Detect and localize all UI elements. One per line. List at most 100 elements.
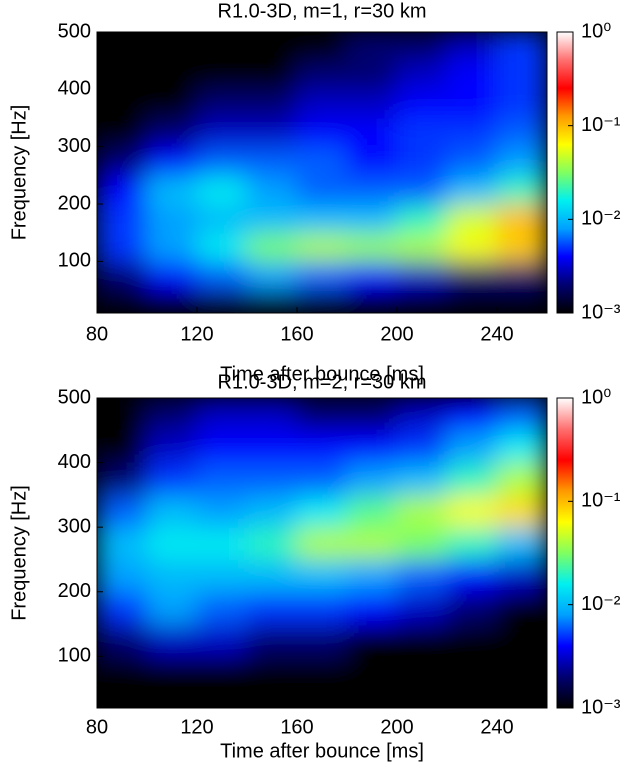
- heatmap-cell: [396, 260, 448, 291]
- plot-frame: [96, 397, 548, 709]
- heatmap-cell: [496, 289, 547, 313]
- heatmap-cell: [196, 623, 248, 657]
- y-tick-label: 300: [58, 515, 91, 537]
- heatmap-cell: [296, 623, 348, 657]
- heatmap-cell: [496, 60, 547, 90]
- heatmap-cell: [396, 117, 448, 148]
- heatmap-cell: [97, 558, 148, 593]
- heatmap-cell: [496, 398, 547, 431]
- x-tick-label: 240: [480, 323, 513, 345]
- heatmap-cell: [196, 203, 248, 234]
- heatmap-cell: [446, 232, 498, 262]
- heatmap-cell: [446, 558, 498, 593]
- heatmap-cell: [346, 655, 398, 690]
- heatmap-cell: [196, 655, 248, 690]
- heatmap-cell: [196, 688, 248, 708]
- heatmap-cell: [346, 260, 398, 291]
- y-tick-label: 200: [58, 192, 91, 214]
- heatmap-cell: [396, 174, 448, 205]
- heatmap-cell: [246, 655, 298, 690]
- heatmap-cell: [346, 558, 398, 593]
- heatmap-cell: [196, 462, 248, 496]
- heatmap-cell: [97, 32, 148, 62]
- colorbar: [556, 31, 574, 314]
- heatmap-cell: [346, 174, 398, 205]
- heatmap-cell: [146, 174, 198, 205]
- heatmap-cell: [97, 462, 148, 496]
- heatmap-cell: [296, 32, 348, 62]
- y-axis-label: Frequency [Hz]: [8, 105, 30, 241]
- heatmap-cell: [146, 260, 198, 291]
- chart-title: R1.0-3D, m=1, r=30 km: [218, 0, 427, 22]
- heatmap-cell: [346, 526, 398, 560]
- heatmap-cell: [146, 117, 198, 148]
- heatmap-cell: [196, 558, 248, 593]
- panel: R1.0-3D, m=2, r=30 km 80 120 160 200 240 100 20…: [8, 371, 621, 762]
- heatmap-cell: [196, 32, 248, 62]
- heatmap-cell: [346, 232, 398, 262]
- heatmap-cell: [146, 623, 198, 657]
- heatmap-cell: [496, 688, 547, 708]
- heatmap-cell: [346, 88, 398, 119]
- heatmap-cell: [246, 146, 298, 176]
- y-tick-label: 500: [58, 386, 91, 408]
- heatmap-cell: [296, 398, 348, 431]
- heatmap-cell: [97, 398, 148, 431]
- y-tick-label: 100: [58, 250, 91, 272]
- y-tick-label: 400: [58, 451, 91, 473]
- heatmap-cell: [396, 60, 448, 90]
- heatmap-cell: [496, 623, 547, 657]
- heatmap-cell: [146, 494, 198, 528]
- heatmap-cell: [246, 232, 298, 262]
- heatmap-cell: [246, 591, 298, 625]
- heatmap-cell: [346, 203, 398, 234]
- heatmap-cell: [296, 232, 348, 262]
- heatmap-cell: [296, 558, 348, 593]
- x-tick-label: 160: [280, 716, 313, 738]
- heatmap-cell: [396, 146, 448, 176]
- heatmap-cell: [246, 526, 298, 560]
- heatmap-cell: [146, 655, 198, 690]
- heatmap-cell: [346, 32, 398, 62]
- colorbar-tick-label: 10⁻¹: [581, 490, 621, 512]
- heatmap-cell: [396, 232, 448, 262]
- heatmap-cell: [496, 146, 547, 176]
- heatmap-cell: [196, 146, 248, 176]
- heatmap-cell: [446, 289, 498, 313]
- x-tick-label: 80: [86, 716, 108, 738]
- heatmap-cell: [146, 398, 198, 431]
- heatmap-cell: [346, 494, 398, 528]
- heatmap-cell: [296, 60, 348, 90]
- colorbar-tick-label: 10⁻³: [581, 696, 621, 718]
- heatmap-cell: [97, 203, 148, 234]
- colorbar-tick-label: 10⁻³: [581, 301, 621, 323]
- heatmap-cell: [246, 174, 298, 205]
- heatmap-cell: [496, 232, 547, 262]
- heatmap-cell: [346, 60, 398, 90]
- heatmap-cell: [496, 462, 547, 496]
- heatmap-cell: [246, 260, 298, 291]
- heatmap-cell: [496, 32, 547, 62]
- heatmap-cell: [196, 429, 248, 464]
- heatmap-cell: [496, 655, 547, 690]
- heatmap-cell: [396, 494, 448, 528]
- heatmap-cell: [346, 623, 398, 657]
- heatmap-cell: [296, 88, 348, 119]
- heatmap-cell: [446, 60, 498, 90]
- heatmap-cell: [296, 494, 348, 528]
- heatmap-cell: [196, 398, 248, 431]
- heatmap-cell: [446, 174, 498, 205]
- heatmap-cell: [396, 429, 448, 464]
- x-tick-label: 240: [480, 716, 513, 738]
- heatmap-cell: [496, 88, 547, 119]
- heatmap-cell: [446, 117, 498, 148]
- x-tick-label: 80: [86, 323, 108, 345]
- heatmap-cell: [396, 462, 448, 496]
- heatmap-cell: [446, 688, 498, 708]
- heatmap-cell: [496, 494, 547, 528]
- colorbar-tick-label: 10⁻²: [581, 593, 621, 615]
- heatmap-cell: [296, 289, 348, 313]
- heatmap-cells: [97, 32, 547, 313]
- heatmap-cell: [97, 146, 148, 176]
